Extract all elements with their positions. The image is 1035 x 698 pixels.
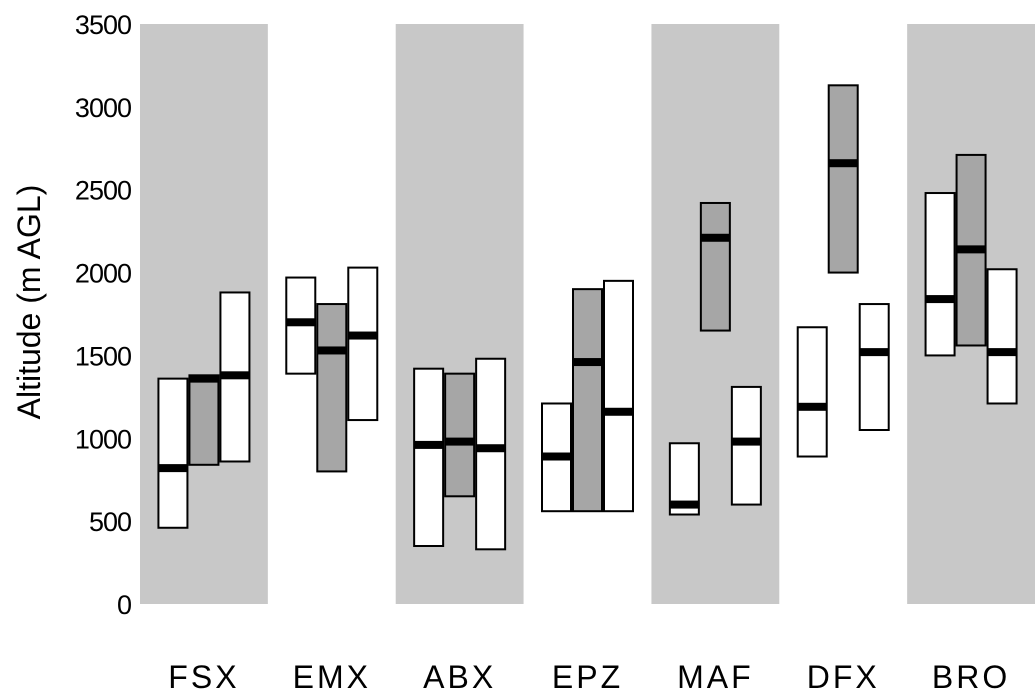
box-bro-1 (924, 192, 956, 357)
median-maf-2 (700, 233, 730, 242)
median-dfx-1 (797, 402, 827, 411)
box-bro-3 (986, 268, 1018, 405)
box-abx-3 (475, 357, 507, 551)
median-abx-3 (476, 444, 506, 453)
median-epz-2 (573, 358, 602, 367)
median-bro-3 (987, 348, 1017, 357)
box-dfx-3 (858, 303, 890, 431)
box-epz-3 (603, 279, 634, 513)
median-bro-1 (925, 295, 955, 304)
median-emx-2 (317, 346, 347, 355)
y-tick-label: 2000 (75, 259, 131, 289)
box-fsx-2 (188, 374, 220, 466)
median-epz-1 (542, 452, 571, 461)
category-label-bro: BRO (932, 659, 1010, 695)
median-fsx-2 (189, 374, 219, 383)
median-epz-3 (604, 407, 633, 416)
box-fsx-1 (157, 377, 189, 529)
median-maf-3 (731, 437, 761, 446)
median-fsx-1 (158, 464, 188, 473)
median-emx-1 (286, 318, 316, 327)
box-dfx-2 (827, 84, 859, 274)
box-emx-2 (316, 303, 348, 473)
median-dfx-3 (859, 348, 889, 357)
median-bro-2 (956, 245, 986, 254)
median-maf-1 (669, 500, 699, 509)
median-emx-3 (348, 331, 378, 340)
box-maf-3 (730, 385, 762, 506)
median-dfx-2 (828, 159, 858, 168)
median-abx-1 (414, 440, 444, 449)
median-abx-2 (445, 437, 475, 446)
y-tick-label: 0 (117, 590, 131, 620)
y-tick-label: 3500 (75, 10, 131, 40)
category-bands (140, 24, 1035, 604)
category-label-abx: ABX (423, 659, 496, 695)
category-label-epz: EPZ (552, 659, 623, 695)
y-axis-ticks: 0 500 1000 1500 2000 2500 3000 3500 (75, 10, 132, 620)
y-axis-label: Altitude (m AGL) (11, 185, 47, 420)
median-fsx-3 (220, 371, 250, 380)
y-tick-label: 1500 (75, 341, 131, 371)
box-abx-1 (413, 367, 445, 547)
y-tick-label: 2500 (75, 176, 131, 206)
category-label-fsx: FSX (168, 659, 239, 695)
category-label-dfx: DFX (807, 659, 880, 695)
box-abx-2 (444, 372, 476, 498)
box-emx-3 (347, 266, 379, 422)
box-epz-2 (572, 288, 603, 513)
y-tick-label: 3000 (75, 93, 131, 123)
y-tick-label: 500 (89, 507, 131, 537)
category-label-emx: EMX (293, 659, 371, 695)
box-dfx-1 (796, 326, 828, 458)
y-tick-label: 1000 (75, 424, 131, 454)
altitude-boxes (157, 84, 1018, 551)
box-maf-2 (699, 201, 731, 332)
x-axis-categories: FSX EMX ABX EPZ MAF DFX BRO (168, 659, 1010, 695)
category-label-maf: MAF (677, 659, 754, 695)
